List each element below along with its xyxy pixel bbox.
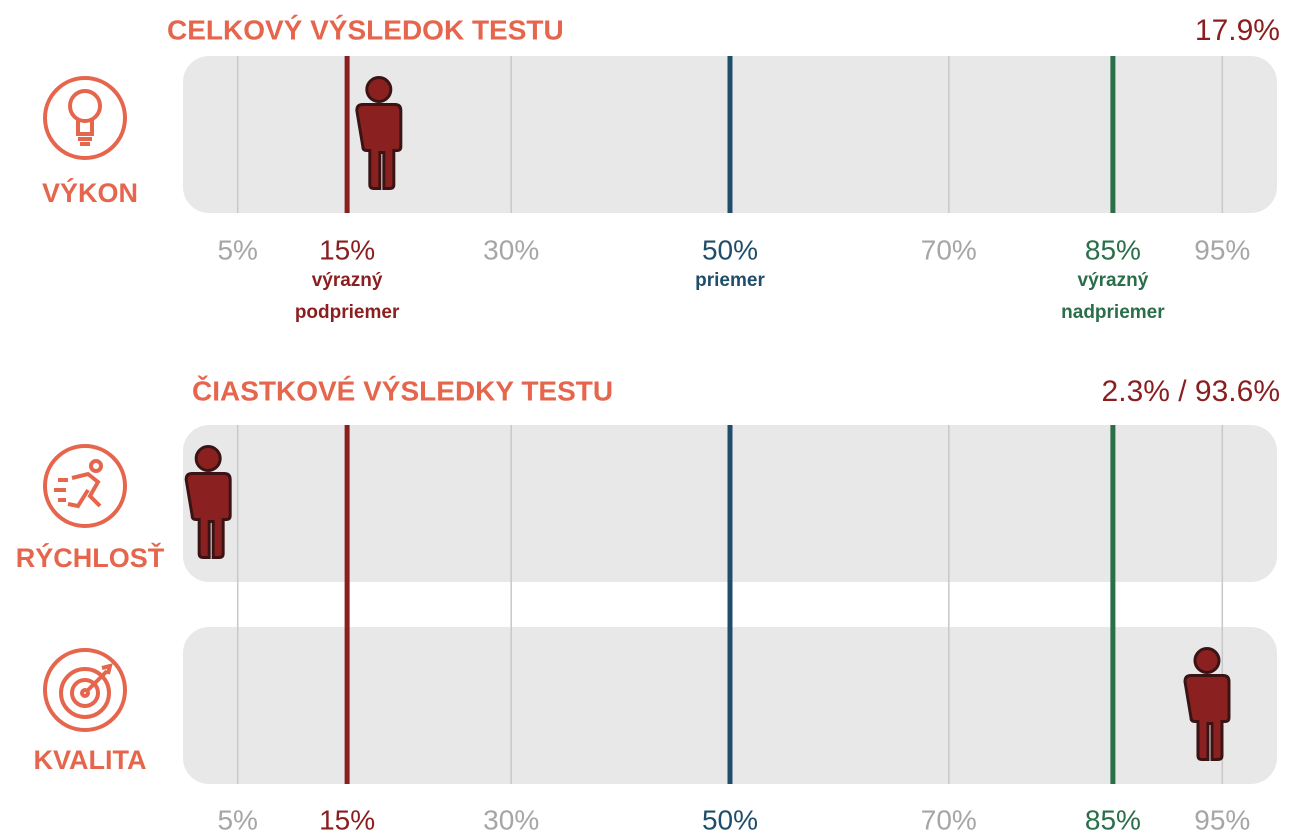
tick-note: priemer <box>695 270 765 291</box>
section-title: CELKOVÝ VÝSLEDOK TESTU <box>167 14 564 45</box>
tick-label: 50% <box>702 804 758 835</box>
tick-label: 70% <box>921 804 977 835</box>
person-head <box>1193 647 1221 674</box>
icon-bulb <box>43 76 127 160</box>
section-summary: 2.3% / 93.6% <box>1102 375 1280 408</box>
tick-label: 15% <box>319 804 375 835</box>
tick-label: 50% <box>702 234 758 265</box>
person-body <box>355 103 403 190</box>
person-head <box>365 76 393 103</box>
person-marker <box>184 445 232 559</box>
icon-runner <box>43 444 127 528</box>
tick-label: 30% <box>483 804 539 835</box>
tick-label: 5% <box>217 234 257 265</box>
tick-label: 85% <box>1085 234 1141 265</box>
tick-label: 95% <box>1194 234 1250 265</box>
tick-label: 30% <box>483 234 539 265</box>
tick-label: 15% <box>319 234 375 265</box>
tick-note: podpriemer <box>295 302 400 323</box>
tick-label: 5% <box>217 804 257 835</box>
person-body <box>184 472 232 559</box>
tick-note: výrazný <box>312 270 383 291</box>
person-marker <box>1183 647 1231 761</box>
person-head <box>194 445 222 472</box>
tick-label: 95% <box>1194 804 1250 835</box>
section-summary: 17.9% <box>1195 14 1280 47</box>
person-body <box>1183 674 1231 761</box>
tick-label: 70% <box>921 234 977 265</box>
person-marker <box>355 76 403 190</box>
row-label: VÝKON <box>42 177 138 208</box>
section-title: ČIASTKOVÉ VÝSLEDKY TESTU <box>192 374 613 406</box>
tick-label: 85% <box>1085 804 1141 835</box>
tick-note: nadpriemer <box>1061 302 1165 323</box>
row-label: RÝCHLOSŤ <box>16 542 165 573</box>
row-label: KVALITA <box>34 745 147 775</box>
icon-target <box>43 648 127 732</box>
tick-note: výrazný <box>1078 270 1149 291</box>
